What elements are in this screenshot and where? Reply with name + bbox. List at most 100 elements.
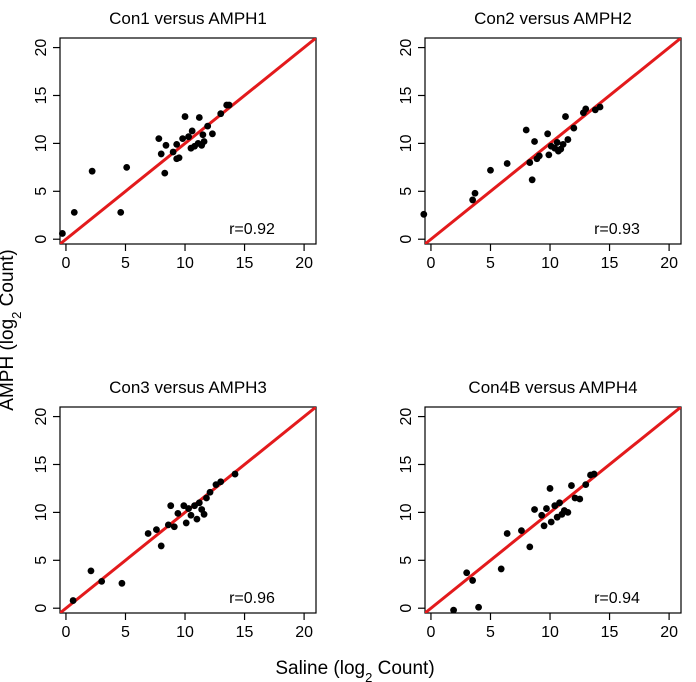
x-tick-label: 15 — [236, 255, 254, 272]
data-point — [188, 127, 196, 135]
data-point — [471, 189, 479, 197]
x-tick-label: 20 — [660, 255, 678, 272]
data-point — [487, 166, 494, 174]
data-point — [157, 150, 165, 158]
panel-title: Con4B versus AMPH4 — [468, 378, 637, 397]
data-point — [545, 151, 553, 159]
data-point — [547, 518, 555, 526]
y-tick-label: 15 — [398, 86, 415, 104]
data-point — [568, 482, 575, 489]
data-point — [153, 526, 160, 534]
plot-frame — [424, 406, 682, 614]
data-point — [204, 122, 212, 130]
panel-title: Con3 versus AMPH3 — [109, 378, 267, 397]
data-point — [562, 113, 569, 120]
data-point — [231, 470, 239, 478]
x-tick-label: 5 — [121, 255, 130, 272]
data-point — [174, 509, 182, 517]
y-tick-label: 5 — [398, 556, 415, 565]
data-point — [69, 597, 77, 604]
data-point — [182, 519, 190, 527]
plot-frame — [59, 406, 317, 614]
data-point — [564, 508, 572, 516]
plot-frame — [59, 37, 317, 245]
y-tick-label: 20 — [33, 408, 50, 426]
data-point — [167, 502, 175, 510]
data-point — [203, 494, 210, 502]
data-point — [195, 114, 203, 121]
data-point — [503, 160, 511, 167]
correlation-label: r=0.94 — [594, 590, 640, 607]
data-point — [582, 105, 590, 113]
x-tick-label: 10 — [176, 624, 194, 641]
data-point — [164, 521, 172, 529]
x-tick-label: 15 — [601, 624, 619, 641]
data-point — [87, 567, 95, 575]
data-point — [469, 196, 477, 204]
data-point — [526, 159, 534, 166]
data-point — [58, 230, 66, 237]
data-point — [420, 210, 428, 218]
data-point — [70, 208, 78, 216]
data-point — [503, 530, 511, 537]
data-point — [469, 577, 477, 584]
x-tick-label: 10 — [176, 255, 194, 272]
data-point — [98, 577, 106, 585]
y-tick-label: 0 — [33, 235, 50, 244]
identity-line — [425, 407, 681, 613]
x-tick-label: 20 — [295, 624, 313, 641]
data-point — [173, 140, 181, 148]
data-point — [200, 510, 208, 518]
identity-line — [60, 38, 316, 244]
x-tick-label: 5 — [121, 624, 130, 641]
x-tick-label: 0 — [62, 624, 71, 641]
y-tick-label: 10 — [33, 503, 50, 521]
identity-line — [425, 38, 681, 244]
data-point — [88, 167, 96, 175]
x-tick-label: 20 — [295, 255, 313, 272]
data-point — [209, 130, 216, 138]
data-point — [144, 530, 152, 537]
data-point — [175, 154, 183, 162]
x-tick-label: 5 — [486, 255, 495, 272]
y-tick-label: 15 — [33, 455, 50, 473]
x-tick-label: 10 — [541, 624, 559, 641]
x-tick-label: 15 — [601, 255, 619, 272]
data-point — [199, 131, 207, 139]
data-point — [155, 135, 163, 143]
data-point — [225, 101, 233, 109]
data-point — [200, 138, 208, 145]
correlation-label: r=0.92 — [229, 221, 275, 238]
data-point — [544, 130, 552, 138]
y-tick-label: 0 — [398, 604, 415, 613]
scatter-panel-2: Con2 versus AMPH2 0 5 10 15 20 0 5 10 15 20 r=0.93 — [398, 9, 682, 272]
x-axis-label: Saline (log2 Count) — [275, 658, 434, 682]
panel-title: Con2 versus AMPH2 — [474, 9, 632, 28]
x-tick-label: 20 — [660, 624, 678, 641]
y-tick-label: 10 — [398, 503, 415, 521]
data-point — [157, 542, 165, 550]
data-point — [559, 140, 567, 148]
data-point — [531, 506, 538, 513]
y-tick-label: 20 — [398, 408, 415, 426]
scatter-panel-4: Con4B versus AMPH4 0 5 10 15 20 0 5 10 15 20 r=0.94 — [398, 378, 682, 641]
x-tick-label: 0 — [62, 255, 71, 272]
y-tick-label: 15 — [398, 455, 415, 473]
data-point — [185, 133, 192, 141]
y-tick-label: 20 — [33, 39, 50, 57]
data-point — [463, 569, 471, 577]
y-tick-label: 10 — [398, 134, 415, 152]
data-point — [590, 470, 598, 478]
data-point — [531, 138, 538, 145]
data-point — [185, 505, 192, 512]
data-point — [118, 579, 126, 587]
data-point — [117, 208, 125, 216]
y-tick-label: 0 — [398, 235, 415, 244]
data-point — [450, 606, 457, 614]
data-point — [582, 481, 590, 489]
data-point — [540, 522, 548, 530]
y-tick-label: 5 — [33, 187, 50, 196]
data-point — [553, 139, 561, 146]
data-point — [518, 527, 525, 534]
